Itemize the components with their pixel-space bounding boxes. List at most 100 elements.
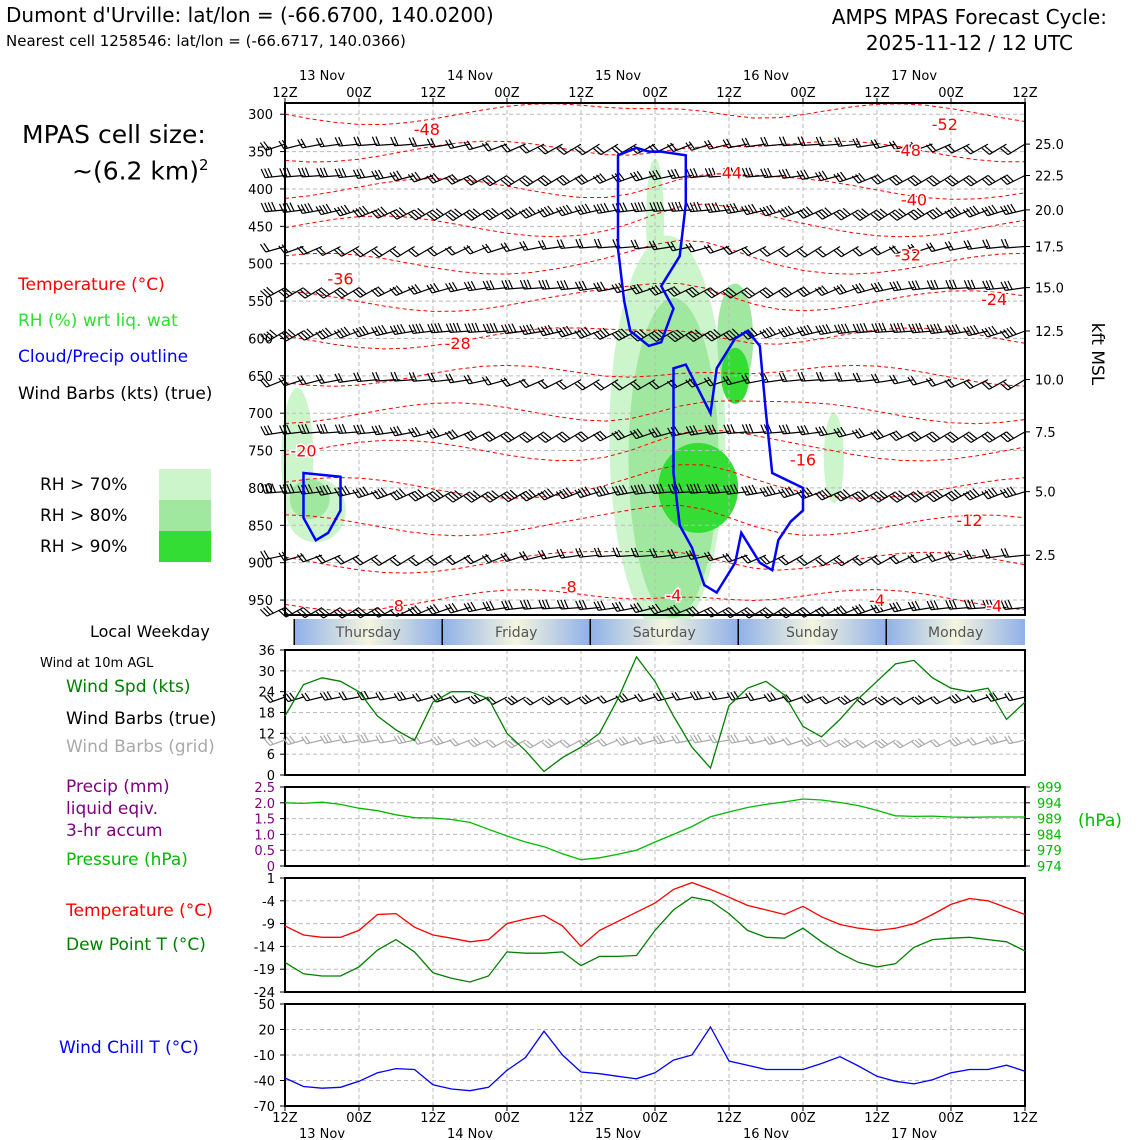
- wind-barb-feather: [469, 492, 478, 500]
- surface-wind-barb: [356, 690, 378, 701]
- surface-wind-barb-staff: [621, 739, 637, 746]
- wind-barb-feather: [599, 486, 606, 496]
- wind-barb-feather: [507, 323, 514, 333]
- nearest-cell-title: Nearest cell 1258546: lat/lon = (-66.671…: [6, 32, 406, 50]
- wind-barb-feather: [858, 282, 865, 292]
- y-tick-label: 30: [258, 665, 275, 680]
- pressure-tick-label: 800: [248, 482, 273, 497]
- wind-barb-feather: [888, 246, 896, 255]
- wind-barb: [907, 490, 933, 503]
- wind-barb-feather: [655, 427, 662, 436]
- wind-barb-feather: [725, 331, 734, 340]
- surface-wind-barb-feather: [526, 740, 534, 747]
- wind-barb-feather: [802, 286, 811, 294]
- wind-barb-feather: [911, 323, 917, 333]
- wind-barb-feather: [353, 372, 359, 382]
- wind-barb-feather: [824, 207, 832, 215]
- wind-barb: [519, 174, 545, 187]
- wind-barb-feather: [856, 323, 862, 333]
- wind-barb-feather: [343, 326, 351, 335]
- wind-barb-feather: [415, 323, 421, 333]
- wind-barb: [482, 600, 508, 612]
- wind-barb: [389, 323, 415, 335]
- surface-wind-barb: [356, 733, 378, 744]
- wind-barb: [889, 601, 915, 613]
- wind-barb: [611, 171, 637, 183]
- wind-barb: [685, 378, 711, 388]
- wind-barb-feather: [870, 604, 877, 614]
- wind-barb-feather: [412, 371, 418, 382]
- surface-wind-barb-feather: [285, 736, 293, 744]
- surface-wind-barb-feather: [893, 698, 901, 706]
- temperature-contour: [284, 203, 1026, 238]
- y-tick-label: -10: [254, 1049, 275, 1064]
- wind-barb-feather: [744, 137, 751, 147]
- wind-barb-feather: [908, 280, 914, 291]
- wind-barb-feather: [338, 136, 344, 146]
- wind-barb: [889, 374, 915, 385]
- wind-barb-feather: [858, 172, 866, 181]
- wind-barb: [759, 606, 785, 619]
- wind-barb: [871, 322, 896, 334]
- wind-barb-feather: [855, 137, 862, 147]
- wind-barb-feather: [929, 143, 937, 152]
- weekday-band: [294, 619, 443, 645]
- wind-barb: [407, 426, 434, 438]
- wind-barb: [759, 204, 785, 217]
- wind-barb: [538, 599, 563, 610]
- wind-barb-feather: [393, 136, 399, 146]
- wind-barb-feather: [472, 208, 481, 216]
- wind-barb-feather: [911, 601, 917, 611]
- wind-barb-feather: [762, 289, 771, 297]
- wind-barb: [519, 241, 545, 251]
- wind-barb-feather: [430, 138, 436, 147]
- wind-barb-feather: [769, 485, 776, 495]
- wind-barb-feather: [395, 208, 404, 217]
- wind-barb-feather: [907, 376, 914, 386]
- wind-barb-feather: [371, 425, 377, 435]
- wind-barb-feather: [374, 326, 381, 336]
- wind-barb: [463, 280, 489, 292]
- wind-barb-feather: [334, 137, 340, 147]
- wind-barb-feather: [503, 493, 512, 501]
- wind-barb-feather: [944, 179, 953, 187]
- time-tick-label: 12Z: [716, 86, 742, 101]
- surface-wind-barb-feather: [708, 692, 714, 701]
- wind-barb: [537, 488, 563, 501]
- wind-barb-feather: [726, 424, 732, 434]
- wind-barb-feather: [545, 279, 551, 289]
- wind-barb: [944, 174, 970, 187]
- pressure-tick-label: 999: [1037, 781, 1062, 796]
- wind-barb-feather: [267, 202, 273, 212]
- wind-barb: [722, 552, 748, 563]
- wind-barb-feather: [649, 202, 655, 212]
- wind-barb: [297, 167, 323, 178]
- y-tick-label: 18: [258, 707, 275, 722]
- wind-barb-feather: [315, 248, 324, 256]
- temperature-contour: [284, 283, 1026, 312]
- wind-barb-feather: [556, 382, 564, 390]
- wind-barb: [833, 489, 859, 502]
- wind-barb-feather: [759, 249, 768, 257]
- wind-barb: [944, 143, 970, 154]
- wind-barb-feather: [707, 289, 716, 297]
- wind-barb-feather: [297, 424, 303, 434]
- wind-barb: [482, 431, 508, 442]
- wind-barb-feather: [611, 174, 619, 183]
- wind-barb-feather: [509, 489, 518, 497]
- surface-wind-barb-staff: [657, 739, 674, 745]
- wind-barb-feather: [821, 606, 829, 614]
- wind-barb: [389, 488, 415, 501]
- wind-barb-feather: [390, 371, 396, 382]
- wind-barb-feather: [263, 425, 270, 435]
- wind-barb-feather: [444, 431, 452, 440]
- wind-barb-feather: [430, 323, 436, 333]
- wind-barb-feather: [910, 243, 918, 253]
- wind-barb-feather: [851, 175, 859, 184]
- wind-barb-feather: [799, 557, 808, 565]
- wind-barb-feather: [910, 177, 919, 185]
- wind-barb-feather: [333, 330, 341, 339]
- wind-barb-feather: [966, 549, 973, 559]
- wind-barb-feather: [877, 281, 884, 291]
- wind-barb-feather: [417, 207, 426, 216]
